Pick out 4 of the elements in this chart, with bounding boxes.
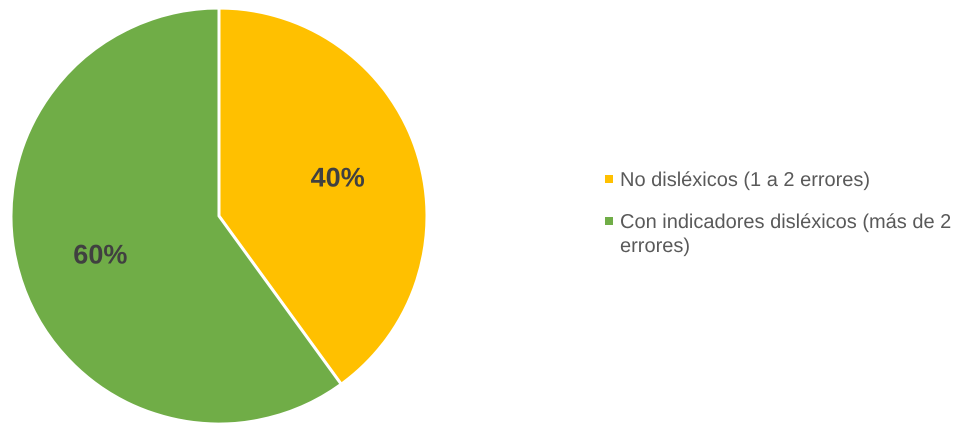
legend-label: Con indicadores disléxicos (más de 2 errores)	[620, 211, 952, 258]
legend-label: No disléxicos (1 a 2 errores)	[620, 169, 870, 192]
data-label: 60%	[73, 240, 128, 270]
data-label: 40%	[310, 162, 365, 192]
